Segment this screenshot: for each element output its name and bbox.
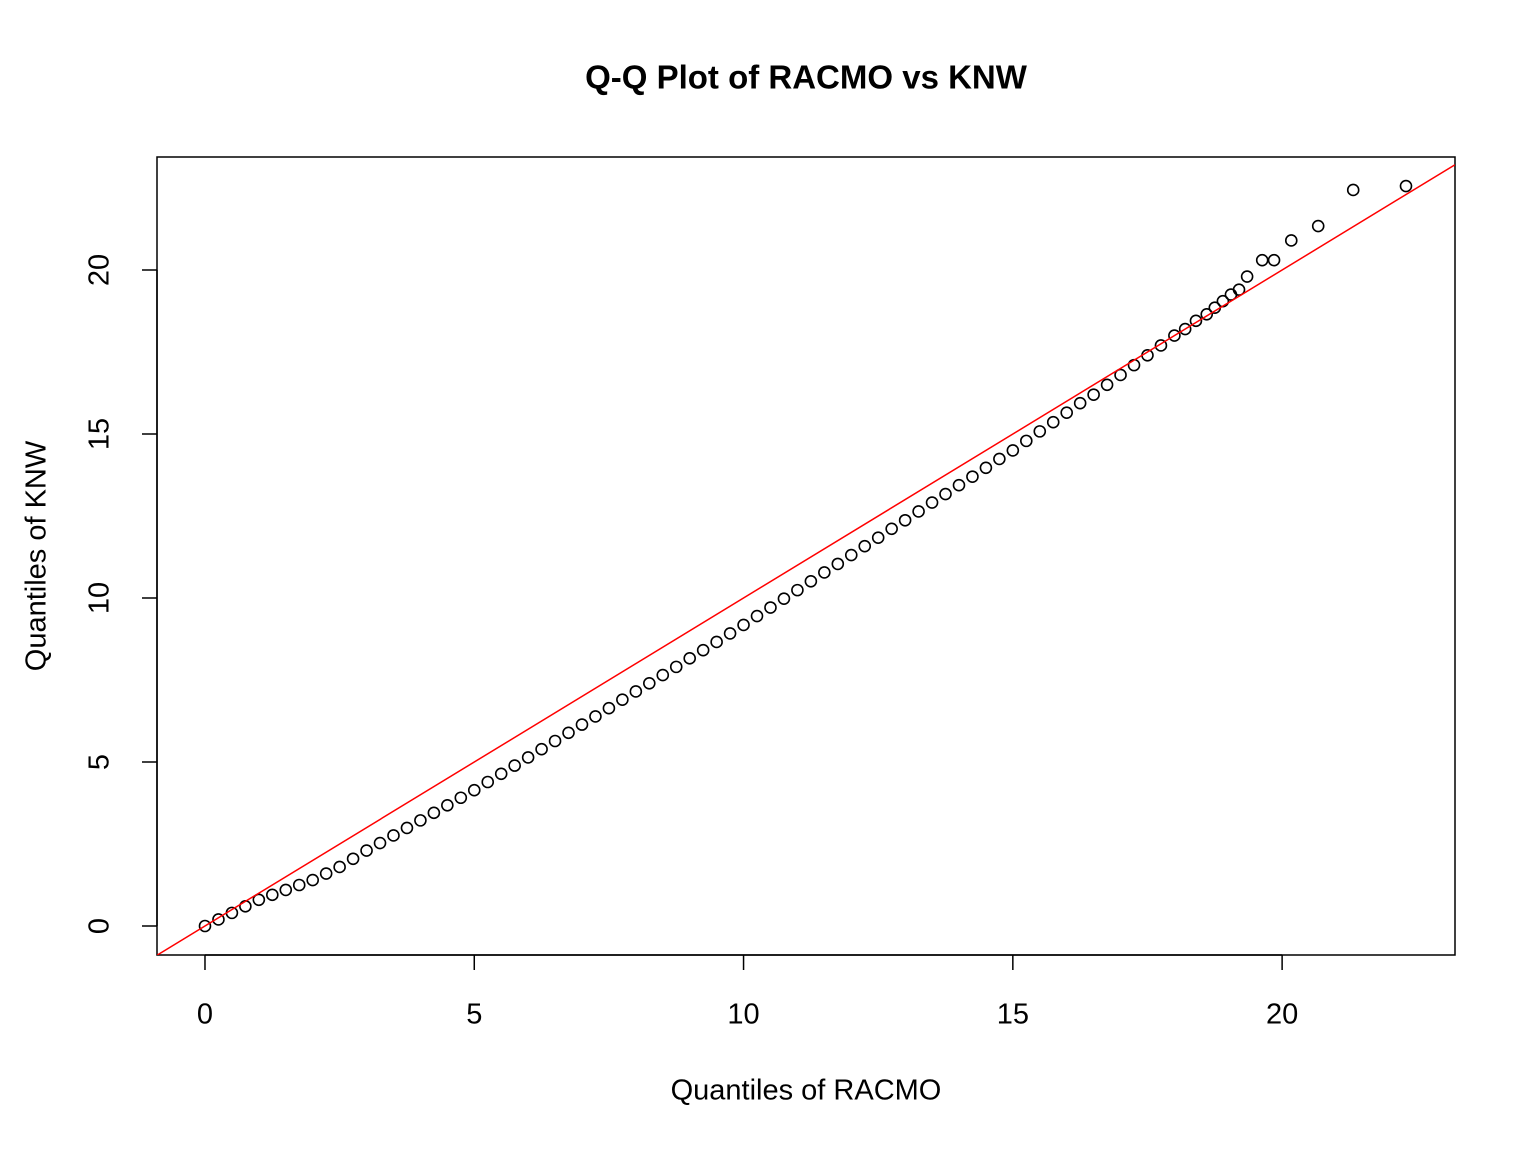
point (467, 783, 481, 797)
point (804, 574, 818, 588)
point (333, 860, 346, 874)
point (454, 791, 468, 805)
point (373, 836, 387, 850)
point (818, 566, 831, 579)
point (508, 759, 521, 772)
point (602, 701, 616, 715)
point (1006, 444, 1020, 457)
point (925, 496, 939, 509)
point (535, 742, 548, 756)
x-tick-label: 0 (197, 999, 213, 1031)
point (1200, 307, 1214, 321)
point (252, 893, 266, 907)
point (292, 878, 306, 892)
point (844, 548, 858, 562)
point (427, 806, 441, 820)
point (266, 888, 279, 902)
point (1046, 415, 1060, 429)
point (966, 470, 979, 483)
point (1178, 322, 1192, 336)
point (1114, 368, 1127, 382)
point (1060, 406, 1073, 419)
point (777, 592, 791, 605)
point (1399, 179, 1413, 193)
point (696, 643, 710, 657)
point (319, 867, 333, 880)
point (1073, 396, 1087, 410)
point (1240, 270, 1254, 283)
point (1168, 329, 1181, 342)
point (1087, 388, 1100, 401)
y-axis-label: Quantiles of KNW (21, 440, 53, 671)
point (400, 821, 414, 835)
point (575, 718, 589, 731)
point (212, 913, 225, 926)
point (831, 557, 845, 571)
point (1346, 183, 1360, 197)
point (1033, 425, 1047, 438)
point (1255, 253, 1269, 267)
point (1020, 434, 1033, 448)
point (885, 522, 898, 536)
point (521, 751, 535, 764)
point (629, 685, 643, 698)
y-tick-label: 10 (84, 582, 116, 614)
point (871, 531, 885, 544)
point (737, 618, 750, 632)
point (912, 505, 925, 518)
point (750, 609, 764, 623)
point (548, 734, 562, 748)
point (898, 513, 912, 527)
point (1100, 378, 1114, 392)
point (669, 660, 683, 674)
point (683, 652, 696, 665)
point (1189, 314, 1203, 328)
point (589, 710, 602, 723)
point (1154, 339, 1168, 352)
point (979, 461, 993, 475)
point (1284, 234, 1298, 247)
x-tick-label: 10 (727, 999, 759, 1031)
point (562, 726, 575, 740)
x-tick-label: 20 (1266, 999, 1298, 1031)
point (643, 676, 656, 690)
point (279, 883, 293, 897)
chart-title: Q-Q Plot of RACMO vs KNW (585, 59, 1028, 96)
y-tick-label: 15 (84, 418, 116, 450)
x-tick-label: 15 (997, 999, 1029, 1031)
point (791, 583, 804, 597)
plot-area (157, 164, 1455, 955)
point (952, 478, 966, 492)
point (858, 539, 872, 553)
point (616, 693, 629, 706)
point (993, 452, 1006, 466)
point (723, 627, 737, 640)
y-tick-label: 20 (84, 254, 116, 286)
x-tick-label: 5 (466, 999, 482, 1031)
reference-line (157, 164, 1455, 955)
point (656, 668, 670, 682)
point (360, 844, 373, 857)
point (414, 814, 427, 827)
point (306, 873, 319, 887)
point (710, 635, 723, 649)
y-tick-label: 0 (84, 918, 116, 934)
point (1267, 253, 1281, 267)
point (198, 919, 212, 933)
point (1311, 219, 1325, 233)
point (387, 829, 400, 842)
point (346, 852, 360, 866)
y-tick-label: 5 (84, 754, 116, 770)
point (764, 601, 777, 614)
point (939, 487, 952, 501)
x-axis-label: Quantiles of RACMO (671, 1075, 942, 1107)
point (494, 767, 508, 781)
point (481, 775, 495, 789)
point (441, 798, 454, 812)
point (1232, 283, 1246, 296)
